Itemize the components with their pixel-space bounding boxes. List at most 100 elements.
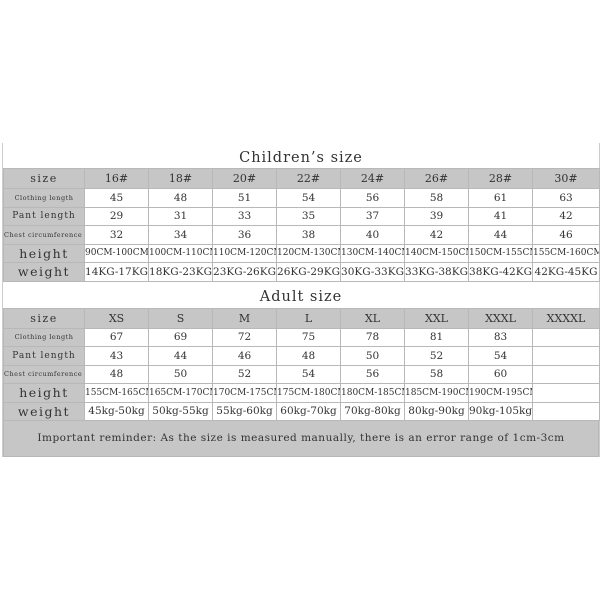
adult-cell-size: L — [276, 307, 341, 329]
children-cell-size: 26# — [404, 168, 469, 189]
children-cell-clothing: 51 — [212, 188, 277, 208]
adult-row-height: height 155CM-165CM 165CM-170CM 170CM-175CM 1… — [3, 383, 600, 403]
adult-cell-weight: 70kg-80kg — [340, 401, 405, 421]
children-cell-weight: 30KG-33KG — [340, 262, 405, 282]
adult-cell-height: 155CM-165CM — [84, 383, 149, 403]
row-label-clothing: Clothing length — [3, 188, 85, 208]
adult-cell-pant: 46 — [212, 346, 277, 366]
children-cell-height: 100CM-110CM — [148, 243, 213, 263]
adult-cell-pant: 54 — [468, 346, 533, 366]
children-row-clothing: Clothing length 45 48 51 54 56 58 61 63 — [3, 188, 600, 208]
children-cell-pant: 35 — [276, 206, 341, 226]
children-cell-weight: 38KG-42KG — [468, 262, 533, 282]
adult-cell-clothing: 81 — [404, 327, 469, 347]
adult-cell-chest: 56 — [340, 364, 405, 384]
adult-cell-clothing: 75 — [276, 327, 341, 347]
children-cell-clothing: 54 — [276, 188, 341, 208]
children-cell-pant: 39 — [404, 206, 469, 226]
adult-cell-weight: 80kg-90kg — [404, 401, 469, 421]
children-row-height: height 90CM-100CM 100CM-110CM 110CM-120CM 12… — [3, 243, 600, 263]
row-label-height: height — [3, 383, 85, 403]
children-cell-weight: 42KG-45KG — [532, 262, 600, 282]
children-row-size: size 16# 18# 20# 22# 24# 26# 28# 30# — [3, 168, 600, 189]
row-label-size: size — [3, 307, 85, 329]
children-cell-clothing: 58 — [404, 188, 469, 208]
adult-row-weight: weight 45kg-50kg 50kg-55kg 55kg-60kg 60kg-70… — [3, 401, 600, 421]
adult-cell-clothing — [532, 327, 600, 347]
children-cell-clothing: 63 — [532, 188, 600, 208]
adult-cell-weight: 55kg-60kg — [212, 401, 277, 421]
children-cell-height: 130CM-140CM — [340, 243, 405, 263]
children-cell-size: 20# — [212, 168, 277, 189]
adult-cell-pant: 48 — [276, 346, 341, 366]
children-cell-weight: 26KG-29KG — [276, 262, 341, 282]
adult-cell-pant — [532, 346, 600, 366]
children-cell-height: 150CM-155CM — [468, 243, 533, 263]
adult-cell-height: 180CM-185CM — [340, 383, 405, 403]
adult-cell-clothing: 83 — [468, 327, 533, 347]
adult-row-size: size XS S M L XL XXL XXXL XXXXL — [3, 307, 600, 329]
adult-cell-size: XL — [340, 307, 405, 329]
adult-cell-weight: 60kg-70kg — [276, 401, 341, 421]
children-cell-clothing: 45 — [84, 188, 149, 208]
row-label-chest: Chest circumference 1/2 — [3, 225, 85, 245]
children-cell-clothing: 48 — [148, 188, 213, 208]
adult-cell-clothing: 67 — [84, 327, 149, 347]
adult-cell-chest: 48 — [84, 364, 149, 384]
children-cell-chest: 46 — [532, 225, 600, 245]
children-size-title: Children’s size — [239, 150, 363, 166]
adult-cell-pant: 43 — [84, 346, 149, 366]
size-chart: Children’s size size 16# 18# 20# 22# 24# 26# 28… — [2, 143, 600, 457]
children-cell-pant: 41 — [468, 206, 533, 226]
children-cell-pant: 37 — [340, 206, 405, 226]
adult-cell-size: XXXL — [468, 307, 533, 329]
adult-cell-height: 170CM-175CM — [212, 383, 277, 403]
adult-cell-chest: 50 — [148, 364, 213, 384]
children-cell-weight: 33KG-38KG — [404, 262, 469, 282]
adult-cell-clothing: 72 — [212, 327, 277, 347]
adult-cell-pant: 52 — [404, 346, 469, 366]
children-cell-chest: 44 — [468, 225, 533, 245]
adult-cell-weight: 50kg-55kg — [148, 401, 213, 421]
row-label-pant: Pant length — [3, 346, 85, 366]
children-cell-height: 120CM-130CM — [276, 243, 341, 263]
adult-cell-weight: 45kg-50kg — [84, 401, 149, 421]
row-label-clothing: Clothing length — [3, 327, 85, 347]
children-cell-pant: 33 — [212, 206, 277, 226]
children-cell-height: 90CM-100CM — [84, 243, 149, 263]
row-label-pant: Pant length — [3, 206, 85, 226]
adult-cell-chest: 60 — [468, 364, 533, 384]
children-cell-chest: 36 — [212, 225, 277, 245]
children-cell-height: 155CM-160CM — [532, 243, 600, 263]
adult-size-title: Adult size — [259, 288, 343, 305]
row-label-height: height — [3, 243, 85, 263]
adult-row-clothing: Clothing length 67 69 72 75 78 81 83 — [3, 327, 600, 347]
children-cell-chest: 34 — [148, 225, 213, 245]
children-cell-height: 140CM-150CM — [404, 243, 469, 263]
children-cell-height: 110CM-120CM — [212, 243, 277, 263]
children-cell-weight: 18KG-23KG — [148, 262, 213, 282]
children-cell-chest: 38 — [276, 225, 341, 245]
adult-cell-size: XS — [84, 307, 149, 329]
adult-cell-size: M — [212, 307, 277, 329]
adult-cell-chest: 58 — [404, 364, 469, 384]
adult-cell-weight: 90kg-105kg — [468, 401, 533, 421]
children-size-table: size 16# 18# 20# 22# 24# 26# 28# 30# Clothing len… — [3, 168, 600, 282]
children-cell-pant: 29 — [84, 206, 149, 226]
children-row-chest: Chest circumference 1/23234363840424446 — [3, 225, 600, 245]
adult-cell-height: 175CM-180CM — [276, 383, 341, 403]
children-cell-size: 16# — [84, 168, 149, 189]
children-cell-size: 30# — [532, 168, 600, 189]
adult-cell-clothing: 69 — [148, 327, 213, 347]
adult-cell-size: S — [148, 307, 213, 329]
adult-cell-pant: 50 — [340, 346, 405, 366]
adult-cell-chest: 52 — [212, 364, 277, 384]
children-cell-weight: 14KG-17KG — [84, 262, 149, 282]
children-cell-size: 18# — [148, 168, 213, 189]
important-reminder: Important reminder: As the size is measu… — [3, 421, 599, 457]
children-cell-size: 28# — [468, 168, 533, 189]
children-cell-clothing: 56 — [340, 188, 405, 208]
row-label-weight: weight — [3, 262, 85, 282]
children-cell-chest: 42 — [404, 225, 469, 245]
row-label-weight: weight — [3, 401, 85, 421]
